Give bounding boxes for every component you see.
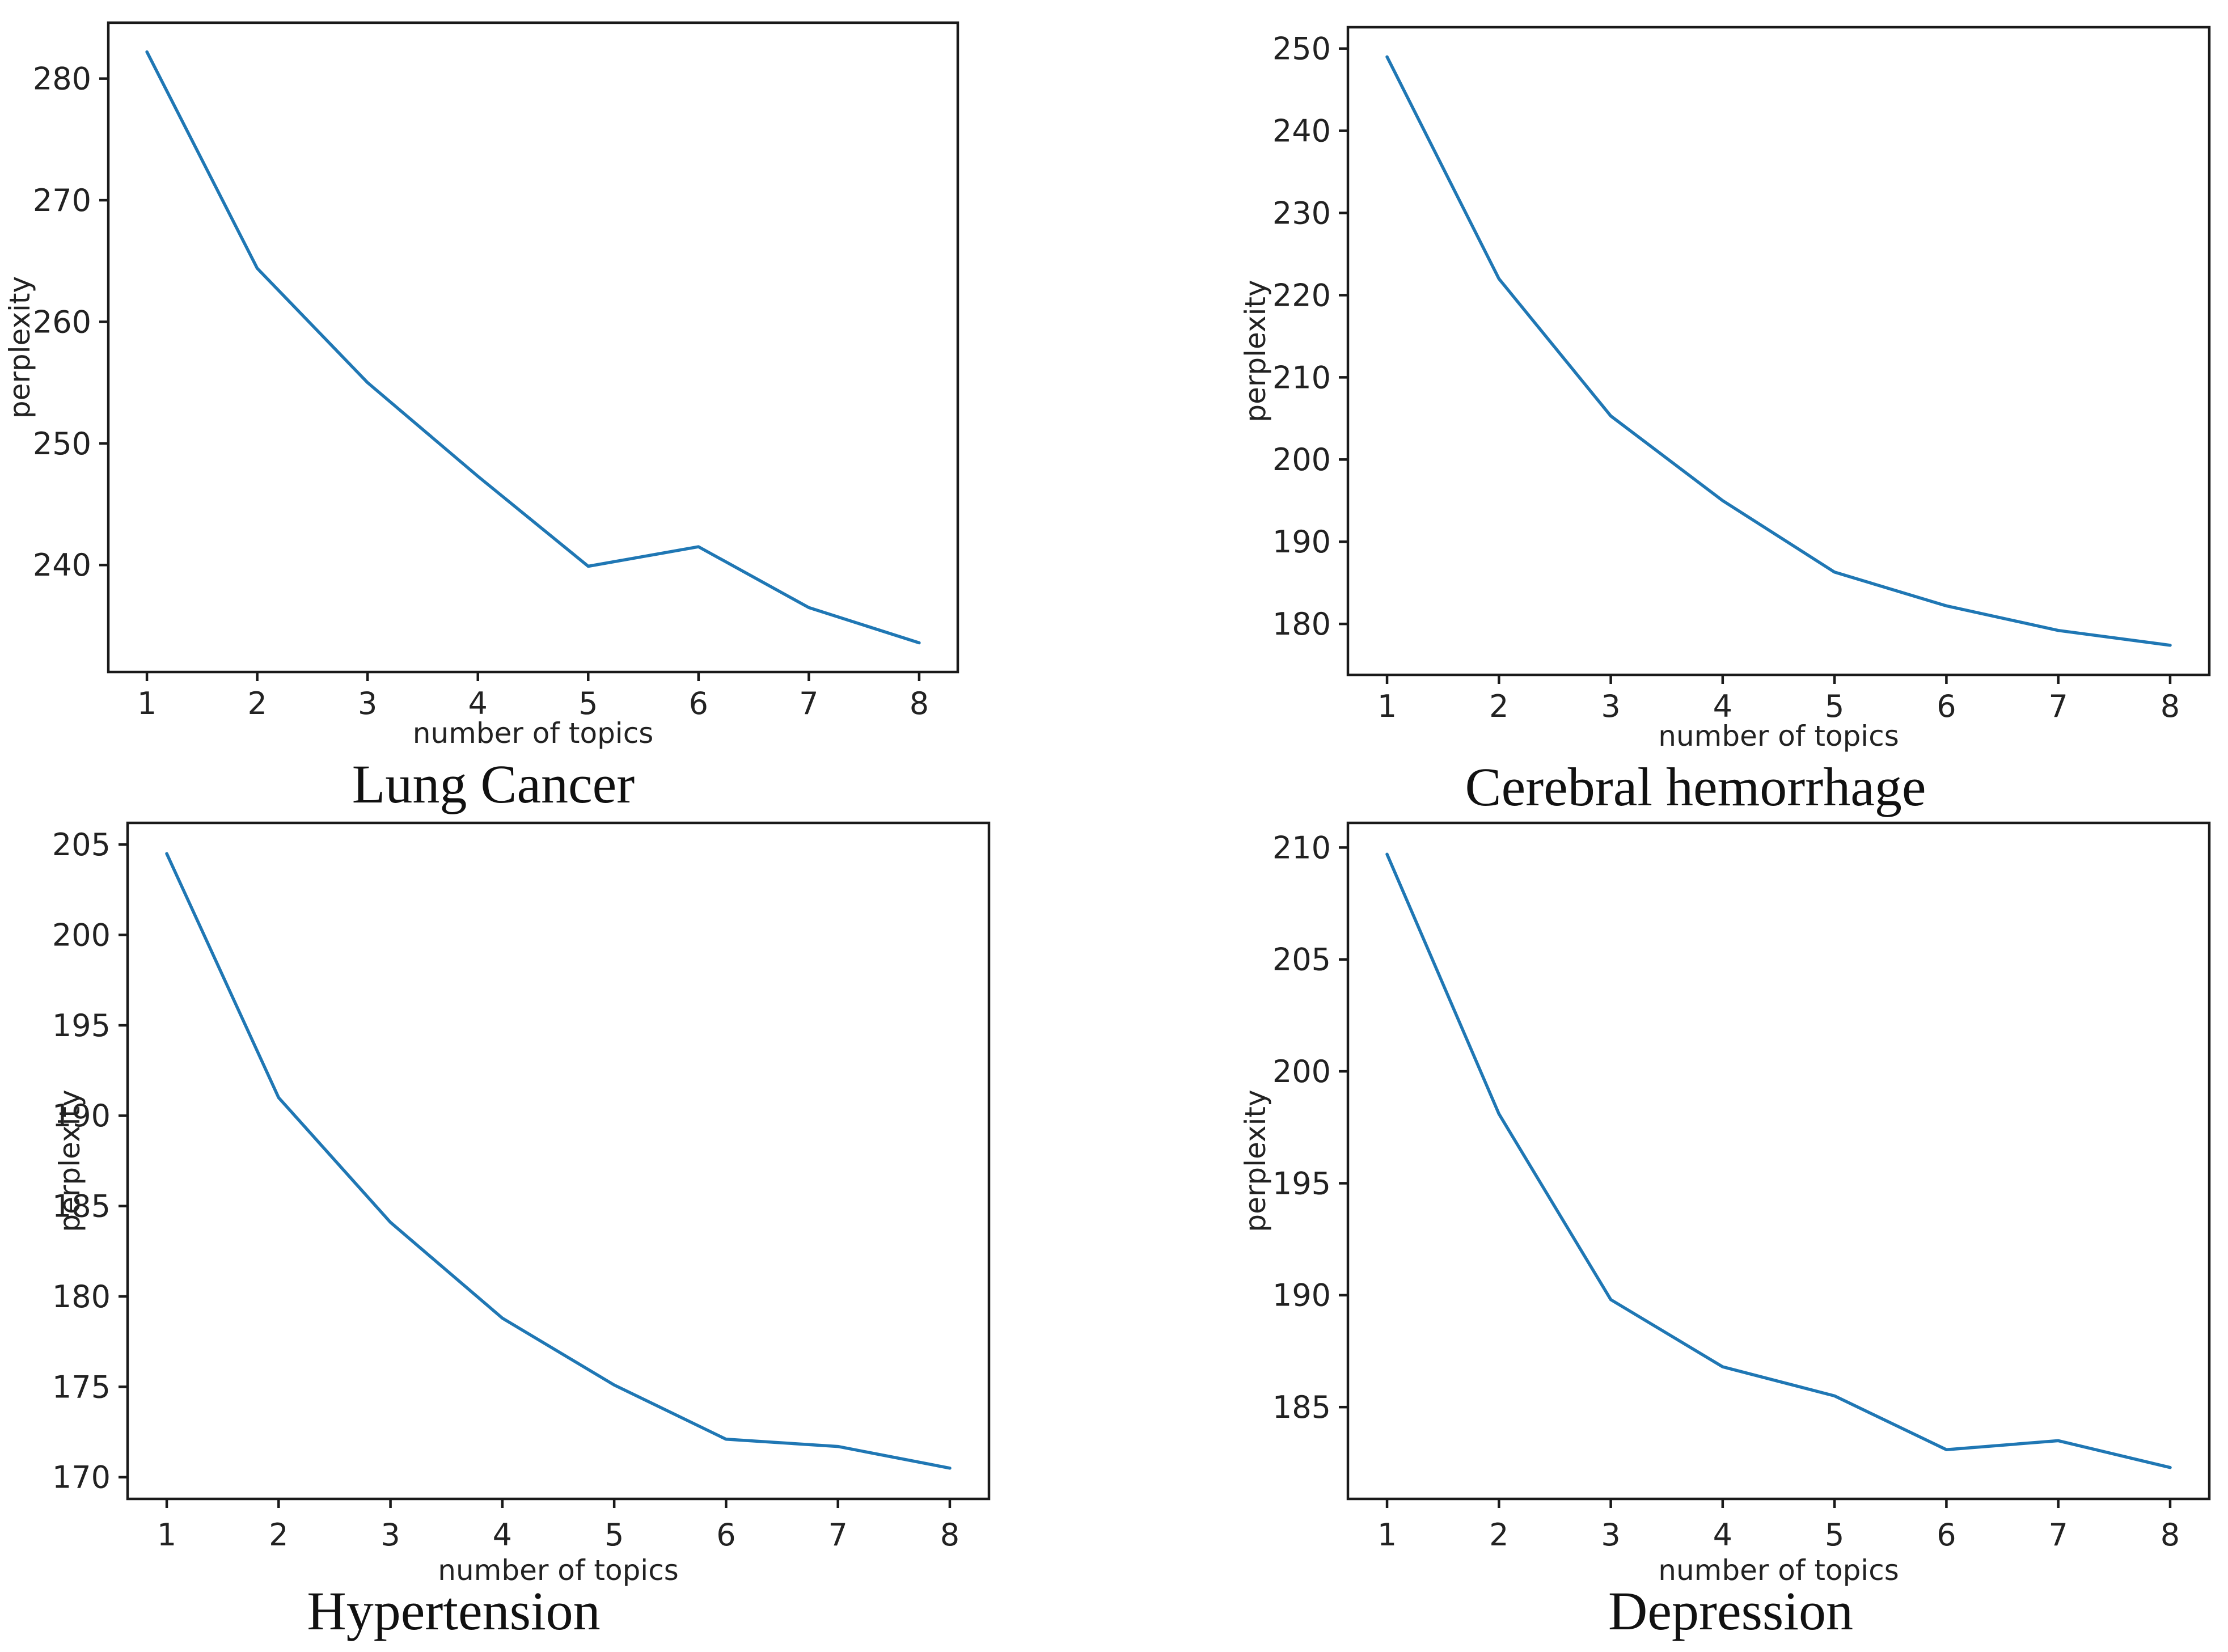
x-tick-label: 6: [716, 1517, 735, 1553]
x-tick-label: 1: [1377, 688, 1397, 724]
y-tick-label: 185: [52, 1189, 111, 1224]
x-tick-label: 8: [940, 1517, 959, 1553]
line-chart-lung-cancer: 240 250 260 270 280 1 2 3 4 5 6 7 8 number of topics p…: [3, 21, 959, 750]
y-tick-label: 210: [1272, 830, 1331, 865]
x-axis-label: number of topics: [1658, 720, 1899, 753]
x-tick-label: 3: [358, 686, 377, 721]
x-tick-label: 6: [689, 686, 708, 721]
y-tick-label: 180: [1272, 606, 1331, 642]
y-tick-label: 190: [1272, 1278, 1331, 1313]
plot-border: [1346, 821, 2211, 1501]
line-chart-hypertension: 170 175 180 185 190 195 200 205 1 2 3 4 5 6 7 8 number o…: [52, 821, 991, 1587]
perplexity-line: [1385, 852, 2172, 1469]
y-tick-label: 205: [1272, 942, 1331, 978]
chart-title-hypertension: Hypertension: [307, 1581, 601, 1641]
perplexity-line: [1385, 55, 2172, 647]
x-tick-label: 4: [493, 1517, 512, 1553]
x-axis-label: number of topics: [1658, 1554, 1899, 1587]
y-tick-label: 195: [52, 1008, 111, 1043]
x-tick-label: 8: [2161, 1517, 2180, 1553]
chart-title-depression: Depression: [1608, 1581, 1853, 1641]
y-tick-label: 200: [52, 918, 111, 953]
perplexity-line: [165, 852, 952, 1470]
y-tick-label: 205: [52, 827, 111, 863]
line-chart-cerebral-hemorrhage: 180 190 200 210 220 230 240 250 1 2 3 4 5 6 7 8 number o…: [1239, 26, 2211, 753]
y-tick-label: 280: [33, 61, 91, 97]
x-tick-label: 8: [910, 686, 929, 721]
y-tick-label: 210: [1272, 360, 1331, 395]
x-tick-label: 4: [1713, 1517, 1732, 1553]
x-tick-label: 7: [828, 1517, 848, 1553]
x-tick-label: 1: [1377, 1517, 1397, 1553]
plot-border: [1346, 26, 2211, 677]
x-tick-label: 3: [1601, 688, 1620, 724]
y-axis-label: perplexity: [3, 276, 36, 419]
x-tick-label: 1: [157, 1517, 176, 1553]
chart-title-cerebral-hemorrhage: Cerebral hemorrhage: [1465, 757, 1926, 817]
x-tick-label: 7: [799, 686, 818, 721]
y-tick-label: 270: [33, 183, 91, 218]
y-tick-label: 190: [1272, 524, 1331, 560]
x-tick-label: 7: [2049, 1517, 2068, 1553]
y-tick-label: 170: [52, 1460, 111, 1495]
y-tick-label: 200: [1272, 1054, 1331, 1089]
x-tick-label: 7: [2049, 688, 2068, 724]
x-tick-label: 6: [1937, 1517, 1956, 1553]
y-tick-label: 200: [1272, 442, 1331, 478]
y-axis-label: perplexity: [53, 1089, 86, 1232]
x-axis-label: number of topics: [438, 1554, 679, 1587]
y-tick-label: 240: [33, 547, 91, 583]
y-tick-label: 240: [1272, 113, 1331, 149]
y-axis-label: perplexity: [1239, 1089, 1272, 1232]
y-tick-label: 190: [52, 1098, 111, 1134]
x-tick-label: 4: [468, 686, 488, 721]
y-tick-label: 175: [52, 1369, 111, 1405]
x-tick-label: 8: [2161, 688, 2180, 724]
perplexity-line: [145, 50, 921, 645]
x-tick-label: 6: [1937, 688, 1956, 724]
y-tick-label: 180: [52, 1279, 111, 1315]
y-tick-label: 250: [1272, 31, 1331, 67]
y-tick-label: 260: [33, 304, 91, 340]
plot-border: [107, 21, 959, 674]
y-tick-label: 185: [1272, 1389, 1331, 1425]
x-tick-label: 2: [1489, 1517, 1508, 1553]
line-chart-depression: 185 190 195 200 205 210 1 2 3 4 5 6 7 8 number of topi…: [1239, 821, 2211, 1587]
x-tick-label: 2: [269, 1517, 288, 1553]
x-tick-label: 5: [578, 686, 598, 721]
x-tick-label: 5: [1825, 1517, 1844, 1553]
x-tick-label: 3: [1601, 1517, 1620, 1553]
x-tick-label: 1: [137, 686, 157, 721]
y-tick-label: 195: [1272, 1165, 1331, 1201]
chart-title-lung-cancer: Lung Cancer: [352, 754, 635, 814]
plot-border: [126, 821, 991, 1501]
y-tick-label: 220: [1272, 277, 1331, 313]
x-axis-label: number of topics: [413, 717, 654, 750]
y-tick-label: 230: [1272, 195, 1331, 231]
x-tick-label: 4: [1713, 688, 1732, 724]
x-tick-label: 5: [604, 1517, 624, 1553]
x-tick-label: 3: [381, 1517, 400, 1553]
y-axis-label: perplexity: [1239, 280, 1272, 422]
x-tick-label: 2: [247, 686, 267, 721]
x-tick-label: 2: [1489, 688, 1508, 724]
y-tick-label: 250: [33, 426, 91, 462]
x-tick-label: 5: [1825, 688, 1844, 724]
